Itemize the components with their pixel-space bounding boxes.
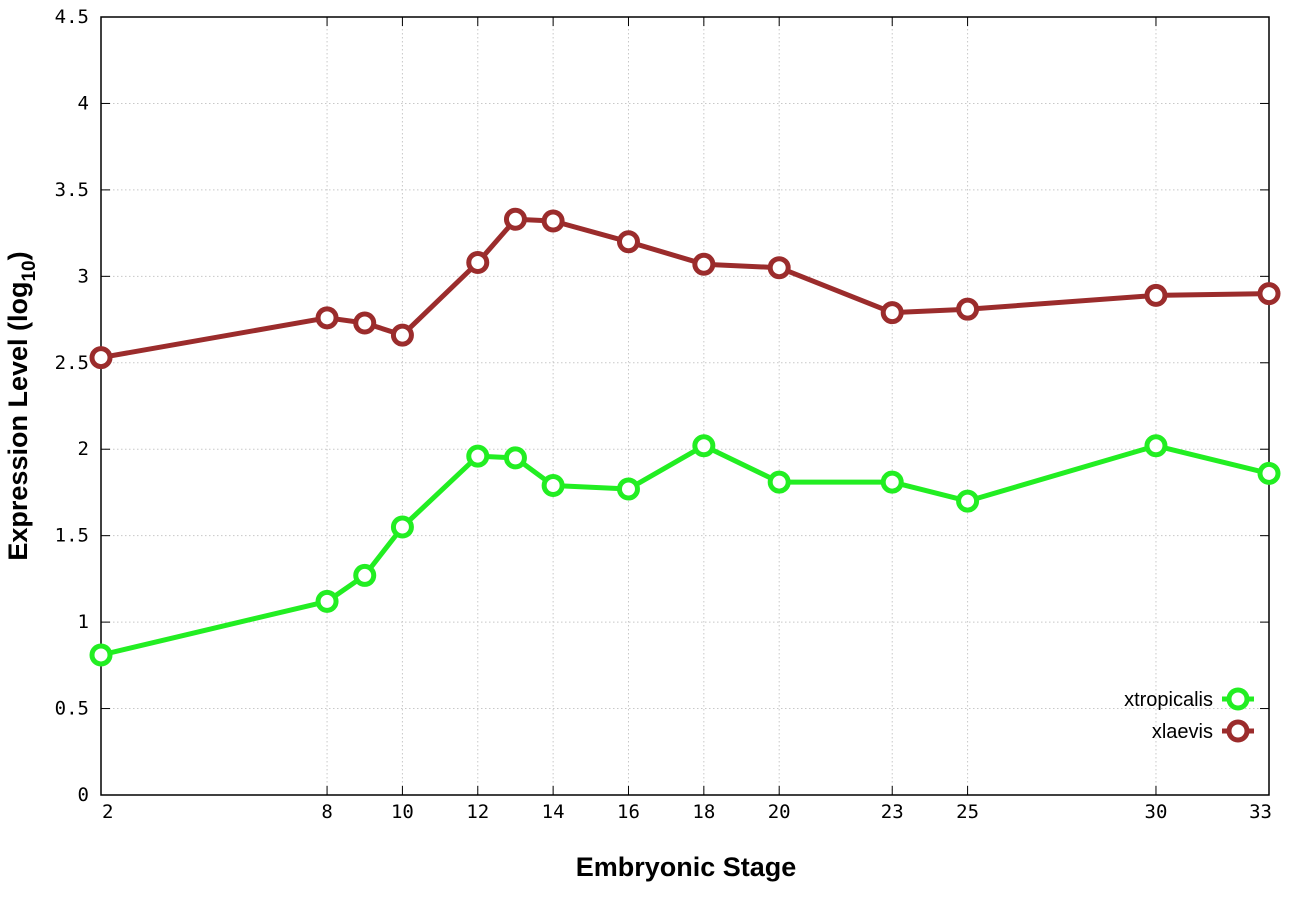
legend-swatch-marker	[1226, 719, 1250, 743]
data-point	[616, 477, 640, 501]
y-tick-label: 2	[78, 438, 89, 460]
legend-label: xtropicalis	[1124, 689, 1213, 711]
legend-label: xlaevis	[1152, 721, 1213, 743]
data-point	[89, 346, 113, 370]
x-tick-label: 25	[956, 801, 979, 823]
series-line	[100, 216, 1270, 361]
y-tick-label: 3	[78, 265, 89, 287]
x-tick-label: 8	[321, 801, 332, 823]
x-tick-label: 16	[617, 801, 640, 823]
y-tick-label: 4.5	[55, 6, 89, 28]
x-tick-label: 30	[1145, 801, 1168, 823]
data-point	[541, 474, 565, 498]
data-point	[541, 209, 565, 233]
data-point	[353, 563, 377, 587]
y-axis-title: Expression Level (log10)	[3, 251, 40, 560]
data-point	[466, 444, 490, 468]
data-point	[956, 489, 980, 513]
legend-item: xtropicalis	[1124, 687, 1254, 711]
data-point	[503, 207, 527, 231]
data-point	[1257, 282, 1281, 306]
grid	[101, 17, 1269, 795]
legend-swatch-marker	[1226, 687, 1250, 711]
axis-ticks: 0 0.5 1 1.5 2 2.5 3 3.5 4 4.5 2 8 10 12 14 16 18 20 23 25 30…	[55, 6, 1272, 823]
y-tick-label: 4	[78, 92, 89, 114]
series-layer	[89, 207, 1281, 667]
x-tick-label: 12	[466, 801, 489, 823]
x-axis-title: Embryonic Stage	[576, 852, 797, 882]
data-point	[89, 643, 113, 667]
data-point	[353, 311, 377, 335]
data-point	[466, 251, 490, 275]
data-point	[616, 230, 640, 254]
legend: xtropicalis xlaevis	[1124, 687, 1254, 743]
data-point	[390, 515, 414, 539]
data-point	[1144, 283, 1168, 307]
data-point	[315, 306, 339, 330]
y-axis-title-close: )	[3, 251, 33, 260]
y-tick-label: 1	[78, 611, 89, 633]
data-point	[692, 252, 716, 276]
data-point	[390, 323, 414, 347]
data-point	[956, 297, 980, 321]
data-point	[692, 434, 716, 458]
data-point	[1144, 434, 1168, 458]
y-tick-label: 0	[78, 784, 89, 806]
data-point	[315, 589, 339, 613]
legend-item: xlaevis	[1152, 719, 1254, 743]
data-point	[880, 470, 904, 494]
data-point	[880, 301, 904, 325]
data-point	[767, 470, 791, 494]
x-tick-label: 14	[542, 801, 565, 823]
data-point	[767, 256, 791, 280]
x-tick-label: 33	[1249, 801, 1272, 823]
y-axis-title-main: Expression Level (log	[3, 282, 33, 561]
x-tick-label: 18	[692, 801, 715, 823]
x-tick-label: 2	[102, 801, 113, 823]
series-xlaevis	[89, 207, 1281, 370]
y-tick-label: 3.5	[55, 179, 89, 201]
plot-frame	[100, 16, 1270, 796]
series-line	[100, 443, 1270, 658]
y-tick-label: 1.5	[55, 525, 89, 547]
series-xtropicalis	[89, 434, 1281, 667]
x-tick-label: 20	[768, 801, 791, 823]
x-tick-label: 23	[881, 801, 904, 823]
x-tick-label: 10	[391, 801, 414, 823]
data-point	[1257, 461, 1281, 485]
data-point	[503, 446, 527, 470]
y-axis-title-subscript: 10	[19, 260, 40, 281]
y-tick-label: 0.5	[55, 698, 89, 720]
y-tick-label: 2.5	[55, 352, 89, 374]
